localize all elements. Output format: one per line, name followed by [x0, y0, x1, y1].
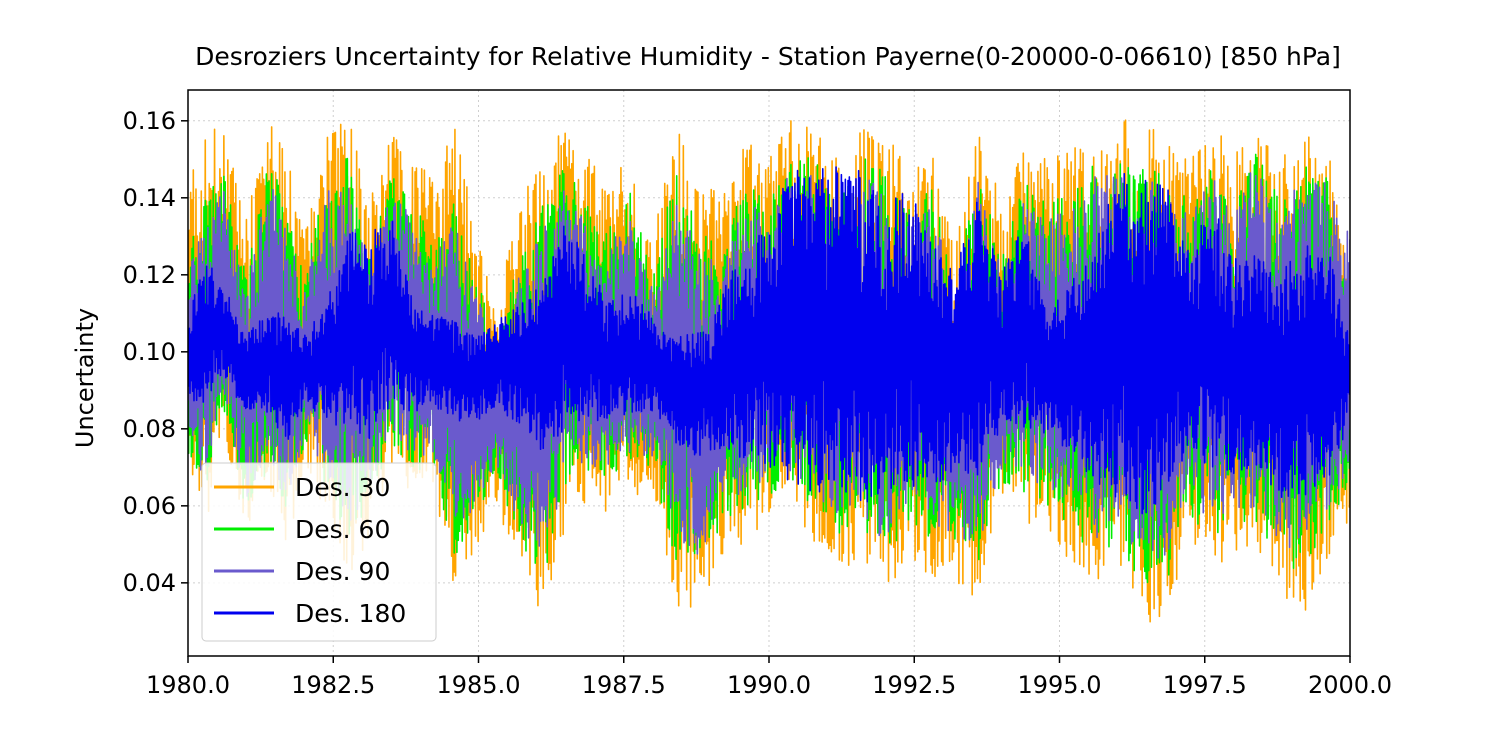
- x-tick-label: 1992.5: [872, 671, 956, 699]
- y-tick-label: 0.10: [123, 338, 176, 366]
- chart-title: Desroziers Uncertainty for Relative Humi…: [195, 42, 1341, 71]
- y-tick-label: 0.04: [123, 569, 176, 597]
- legend-label-4: Des. 180: [295, 599, 406, 628]
- x-tick-label: 1997.5: [1163, 671, 1247, 699]
- legend-box: [201, 462, 437, 642]
- x-tick-label: 1980.0: [146, 671, 230, 699]
- x-tick-label: 1995.0: [1018, 671, 1102, 699]
- legend: Des. 30 Des. 60 Des. 90 Des. 180: [201, 462, 437, 642]
- y-tick-label: 0.14: [123, 184, 176, 212]
- x-tick-label: 1990.0: [727, 671, 811, 699]
- x-tick-label: 1985.0: [437, 671, 521, 699]
- x-tick-label: 1982.5: [291, 671, 375, 699]
- y-axis-label: Uncertainty: [71, 308, 99, 448]
- legend-label-2: Des. 60: [295, 515, 390, 544]
- y-axis: 0.04 0.06 0.08 0.10 0.12 0.14 0.16: [123, 107, 188, 597]
- y-tick-label: 0.08: [123, 415, 176, 443]
- y-tick-label: 0.06: [123, 492, 176, 520]
- series-line-4: [188, 166, 1350, 515]
- legend-label-1: Des. 30: [295, 473, 390, 502]
- x-axis: 1980.0 1982.5 1985.0 1987.5 1990.0 1992.5 1995…: [146, 656, 1392, 699]
- legend-label-3: Des. 90: [295, 557, 390, 586]
- x-tick-label: 1987.5: [582, 671, 666, 699]
- x-tick-label: 2000.0: [1308, 671, 1392, 699]
- series-layer: [188, 119, 1350, 623]
- y-tick-label: 0.12: [123, 261, 176, 289]
- y-tick-label: 0.16: [123, 107, 176, 135]
